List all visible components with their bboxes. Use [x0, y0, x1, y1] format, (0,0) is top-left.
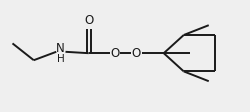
- Text: O: O: [84, 14, 94, 27]
- Text: O: O: [110, 47, 120, 60]
- Text: O: O: [132, 47, 141, 60]
- Text: N: N: [56, 42, 65, 55]
- Text: H: H: [57, 54, 64, 64]
